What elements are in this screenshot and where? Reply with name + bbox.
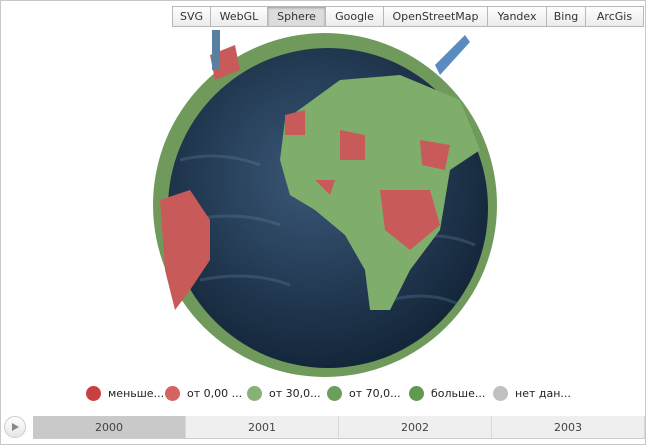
arcgis-button[interactable]: ArcGis <box>586 6 644 27</box>
legend-dot <box>409 386 424 401</box>
legend-dot <box>247 386 262 401</box>
legend-dot <box>493 386 508 401</box>
legend-label: от 70,0... <box>349 387 401 400</box>
legend-label: нет дан... <box>515 387 571 400</box>
legend-dot <box>165 386 180 401</box>
openstreetmap-button[interactable]: OpenStreetMap <box>384 6 488 27</box>
timeline-year-2002[interactable]: 2002 <box>339 416 492 438</box>
legend-item[interactable]: меньше... <box>86 386 164 401</box>
legend-item[interactable]: больше... <box>409 386 485 401</box>
europe-africa-land <box>280 75 480 310</box>
legend-label: от 30,0... <box>269 387 321 400</box>
north-africa-region <box>340 130 365 160</box>
legend: меньше... от 0,00 ... от 30,0... от 70,0… <box>0 386 646 404</box>
play-icon <box>12 423 19 431</box>
webgl-button[interactable]: WebGL <box>211 6 268 27</box>
google-button[interactable]: Google <box>326 6 384 27</box>
play-button[interactable] <box>4 416 26 438</box>
bing-button[interactable]: Bing <box>547 6 586 27</box>
arctic-bar <box>435 35 470 75</box>
iberia-region <box>285 110 305 135</box>
yandex-button[interactable]: Yandex <box>488 6 547 27</box>
east-africa-region <box>380 190 440 250</box>
west-africa-region <box>315 180 335 195</box>
map-type-toolbar: SVG WebGL Sphere Google OpenStreetMap Ya… <box>172 6 644 27</box>
legend-label: больше... <box>431 387 486 400</box>
legend-dot <box>86 386 101 401</box>
sphere-button[interactable]: Sphere <box>268 6 326 27</box>
legend-item[interactable]: нет дан... <box>493 386 571 401</box>
svg-button[interactable]: SVG <box>172 6 211 27</box>
legend-label: меньше... <box>108 387 165 400</box>
legend-item[interactable]: от 0,00 ... <box>165 386 242 401</box>
timeline[interactable]: 2000 2001 2002 2003 <box>33 416 645 439</box>
legend-dot <box>327 386 342 401</box>
timeline-year-2000[interactable]: 2000 <box>33 416 186 438</box>
timeline-year-2001[interactable]: 2001 <box>186 416 339 438</box>
legend-item[interactable]: от 30,0... <box>247 386 321 401</box>
globe[interactable] <box>140 20 510 380</box>
timeline-year-2003[interactable]: 2003 <box>492 416 645 438</box>
legend-label: от 0,00 ... <box>187 387 243 400</box>
arctic-bar <box>212 30 220 70</box>
south-america-land <box>160 190 210 310</box>
legend-item[interactable]: от 70,0... <box>327 386 401 401</box>
saudi-region <box>420 140 450 170</box>
